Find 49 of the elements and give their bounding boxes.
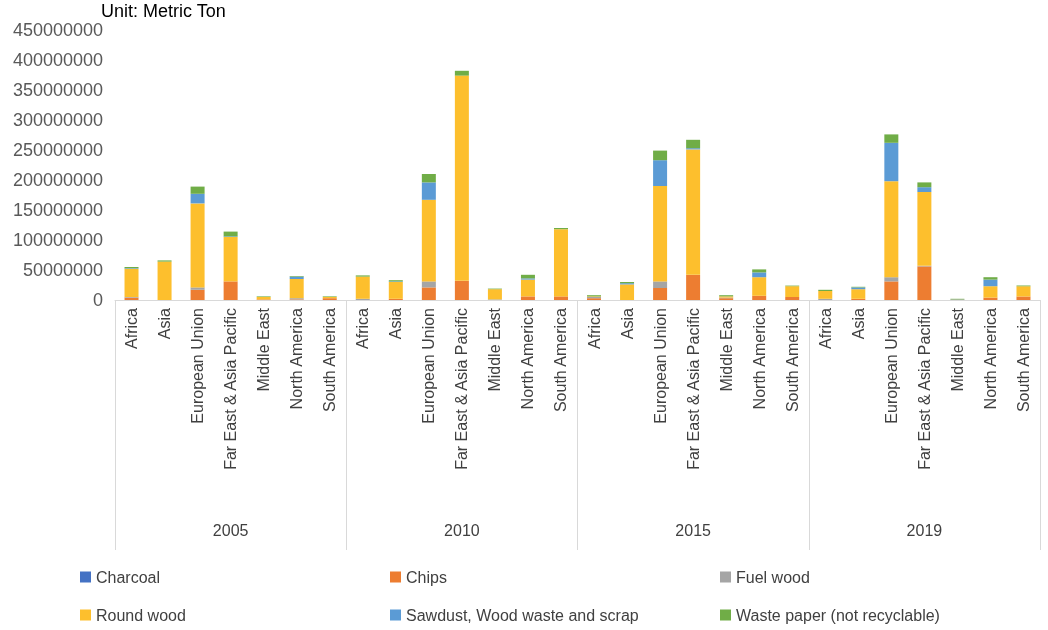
text: 2019 bbox=[906, 521, 943, 539]
x-tick-label: Africa bbox=[123, 307, 141, 349]
x-tick-label: Middle East bbox=[948, 307, 966, 392]
y-tick-label: 200000000 bbox=[12, 170, 103, 190]
x-tick-label: Africa bbox=[816, 307, 834, 349]
legend-label: Chips bbox=[406, 568, 447, 586]
x-tick-label: South America bbox=[1014, 307, 1032, 413]
x-tick-label: Middle East bbox=[255, 307, 273, 392]
x-tick-label: North America bbox=[981, 307, 999, 410]
text: 2005 bbox=[212, 521, 249, 539]
y-tick-label: 150000000 bbox=[12, 200, 103, 220]
x-tick-label: Asia bbox=[156, 307, 174, 340]
x-tick-label: European Union bbox=[651, 308, 669, 424]
x-tick-label: Far East & Asia Pacific bbox=[453, 308, 471, 470]
x-tick-label: South America bbox=[552, 307, 570, 413]
x-tick-label: North America bbox=[288, 307, 306, 410]
x-tick-label: South America bbox=[321, 307, 339, 413]
y-tick-label: 0 bbox=[92, 290, 103, 310]
legend-label: Waste paper (not recyclable) bbox=[736, 606, 940, 624]
x-tick-label: Middle East bbox=[486, 307, 504, 392]
x-tick-label: European Union bbox=[882, 308, 900, 424]
x-tick-label: Far East & Asia Pacific bbox=[684, 308, 702, 470]
x-tick-label: North America bbox=[519, 307, 537, 410]
y-tick-label: 50000000 bbox=[22, 260, 103, 280]
y-tick-label: 350000000 bbox=[12, 80, 103, 100]
x-tick-label: Asia bbox=[618, 307, 636, 340]
x-tick-label: European Union bbox=[189, 308, 207, 424]
x-tick-label: European Union bbox=[420, 308, 438, 424]
x-tick-label: Africa bbox=[354, 307, 372, 349]
x-tick-label: Far East & Asia Pacific bbox=[222, 308, 240, 470]
x-tick-label: Asia bbox=[849, 307, 867, 340]
x-tick-label: North America bbox=[750, 307, 768, 410]
text: 2015 bbox=[675, 521, 712, 539]
x-tick-label: Middle East bbox=[717, 307, 735, 392]
x-tick-label: Asia bbox=[387, 307, 405, 340]
y-tick-label: 100000000 bbox=[12, 230, 103, 250]
y-tick-label: 400000000 bbox=[12, 50, 103, 70]
y-tick-label: 300000000 bbox=[12, 110, 103, 130]
x-tick-label: Far East & Asia Pacific bbox=[915, 308, 933, 470]
y-axis-title: Unit: Metric Ton bbox=[101, 1, 226, 21]
y-tick-label: 450000000 bbox=[12, 20, 103, 40]
x-tick-label: Africa bbox=[585, 307, 603, 349]
legend-label: Fuel wood bbox=[736, 568, 810, 586]
y-tick-label: 250000000 bbox=[12, 140, 103, 160]
text: 2010 bbox=[444, 521, 480, 539]
x-tick-label: South America bbox=[783, 307, 801, 413]
legend-label: Sawdust, Wood waste and scrap bbox=[406, 606, 639, 624]
legend-label: Round wood bbox=[96, 606, 186, 624]
legend-label: Charcoal bbox=[96, 568, 161, 586]
